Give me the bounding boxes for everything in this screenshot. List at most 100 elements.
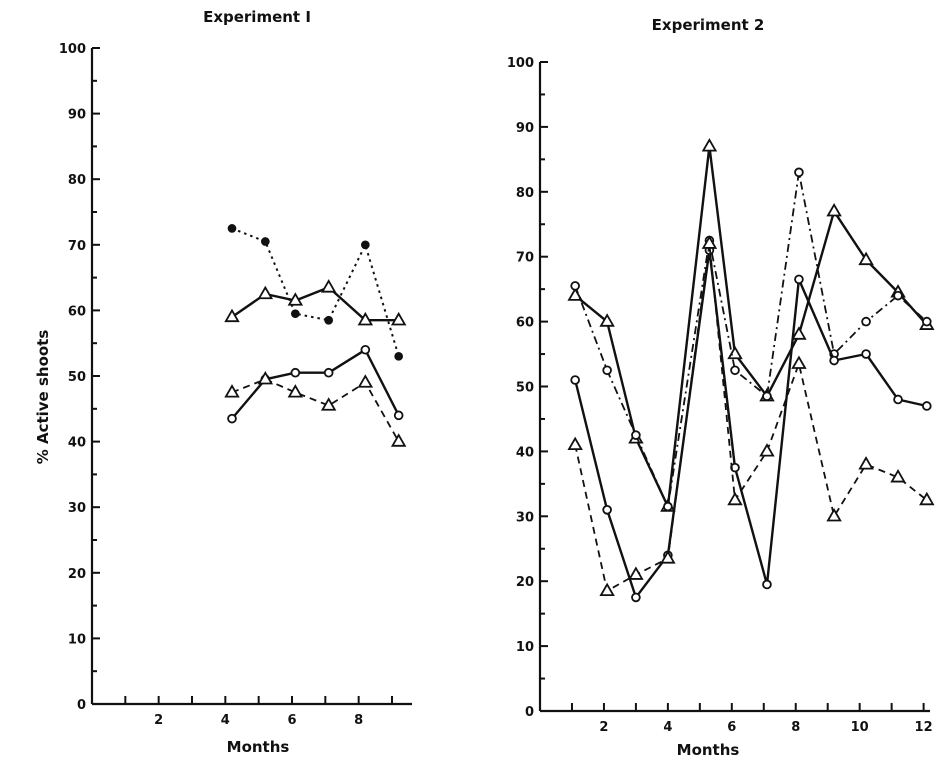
experiment-1-series-2-point xyxy=(390,311,407,326)
experiment-1-y-tick-label: 30 xyxy=(68,501,86,516)
experiment-2-y-tick-label: 60 xyxy=(516,316,534,331)
experiment-2-series-4-point xyxy=(759,443,775,457)
experiment-2-series-3-point xyxy=(922,401,932,411)
experiment-2-x-tick-label: 12 xyxy=(915,720,933,735)
experiment-2-series-4-point xyxy=(701,235,718,249)
experiment-2-y-tick-label: 70 xyxy=(516,251,534,266)
experiment-2-series-4-point xyxy=(660,550,676,564)
experiment-1-x-tick-label: 2 xyxy=(154,713,163,728)
experiment-2-y-tick-label: 30 xyxy=(516,510,534,525)
experiment-2-series-1-point xyxy=(567,287,583,301)
experiment-1-series-2-line xyxy=(231,286,399,322)
experiment-1-series-1-point xyxy=(260,237,270,246)
experiment-1-series-1 xyxy=(227,224,404,361)
experiment-2-series-4-point xyxy=(858,456,874,470)
experiment-2-series-4-line xyxy=(574,242,928,592)
experiment-2-series-4-point xyxy=(919,491,935,506)
experiment-1-series-2-point xyxy=(257,285,274,300)
experiment-1-y-tick-label: 80 xyxy=(68,173,86,188)
experiment-2-series-2 xyxy=(570,167,932,512)
experiment-2-plot-area: 0 10 20 30 40 50 60 70 80 90 100 2 4 6 8 10 12 xyxy=(507,56,935,735)
experiment-1-series-3-point xyxy=(227,413,237,424)
experiment-2-series-2-point xyxy=(631,430,641,440)
experiment-2-series-4-point xyxy=(567,436,583,451)
experiment-2-y-tick-label: 40 xyxy=(516,445,534,460)
experiment-1-series-2 xyxy=(224,279,407,326)
experiment-2-series-4-point xyxy=(890,469,906,483)
experiment-1-series-1-point xyxy=(227,224,237,233)
experiment-2-series-4-point xyxy=(791,355,807,369)
experiment-2-series-3-point xyxy=(794,274,804,285)
experiment-2-series-1 xyxy=(567,138,935,512)
experiment-2-y-tick-label: 100 xyxy=(507,56,534,71)
experiment-2-y-tick-label: 0 xyxy=(525,705,534,720)
experiment-2-y-tick-label: 80 xyxy=(516,186,534,201)
experiment-2-series-4 xyxy=(567,235,935,597)
experiment-2-series-2-point xyxy=(570,281,580,291)
experiment-2-series-3-point xyxy=(602,505,612,515)
experiment-1-series-3-line xyxy=(231,348,400,420)
experiment-1-series-4-point xyxy=(287,384,304,398)
experiment-1-x-tick-label: 4 xyxy=(221,713,230,728)
experiment-2-y-tick-label: 50 xyxy=(516,381,534,396)
experiment-2-series-2-point xyxy=(762,391,772,402)
experiment-2-series-3-point xyxy=(762,579,772,590)
experiment-2-x-tick-label: 6 xyxy=(727,720,736,735)
experiment-2-x-tick-label: 4 xyxy=(663,720,672,735)
experiment-2-x-tick-label: 10 xyxy=(851,720,869,735)
experiment-1-title: Experiment I xyxy=(203,8,311,26)
experiment-1-series-3-point xyxy=(323,367,334,378)
experiment-2-y-tick-label: 10 xyxy=(516,640,534,655)
experiment-2-series-1-point xyxy=(858,251,874,266)
experiment-1-series-2-point xyxy=(224,308,240,323)
experiment-2-series-2-point xyxy=(922,316,932,327)
experiment-1-series-4-point xyxy=(390,433,407,447)
experiment-2-series-1-point xyxy=(791,326,807,340)
experiment-1-x-axis-title: Months xyxy=(227,738,290,756)
experiment-1-series-3-point xyxy=(360,344,371,355)
experiment-1-series-1-point xyxy=(324,315,334,325)
experiment-1-series-1-point xyxy=(360,240,370,250)
experiment-2-panel: Experiment 2 Months 0 10 20 30 40 50 60 70 80 90 1… xyxy=(507,16,935,759)
experiment-2-series-3-point xyxy=(570,375,580,385)
experiment-2-x-tick-label: 2 xyxy=(599,720,608,735)
experiment-2-series-3-point xyxy=(861,349,871,359)
experiment-1-series-3 xyxy=(227,344,404,424)
experiment-1-x-tick-label: 8 xyxy=(354,713,363,728)
experiment-2-y-tick-label: 20 xyxy=(516,575,534,590)
experiment-1-series-4-point xyxy=(257,370,274,385)
experiment-2-x-tick-label: 8 xyxy=(791,720,800,735)
experiment-1-series-2-point xyxy=(357,311,374,326)
experiment-1-y-tick-label: 20 xyxy=(68,567,86,582)
experiment-1-y-tick-label: 50 xyxy=(68,370,86,385)
experiment-2-series-4-point xyxy=(826,507,842,522)
experiment-1-series-1-line xyxy=(231,227,400,357)
experiment-2-series-1-point xyxy=(727,345,743,360)
experiment-2-series-1-point xyxy=(701,138,718,152)
experiment-1-series-2-point xyxy=(287,292,304,306)
experiment-1-series-3-point xyxy=(290,367,301,378)
experiment-2-y-tick-label: 90 xyxy=(516,121,534,136)
experiment-2-series-2-point xyxy=(893,290,903,301)
experiment-2-series-2-line xyxy=(574,171,928,508)
experiment-2-series-3-line xyxy=(574,248,928,599)
experiment-1-plot-area: 0 10 20 30 40 50 60 70 80 90 100 2 4 6 8 xyxy=(59,42,412,728)
experiment-2-series-2-point xyxy=(794,167,804,178)
experiment-1-series-1-point xyxy=(290,309,300,319)
experiment-1-x-tick-label: 6 xyxy=(287,713,296,728)
experiment-2-series-1-point xyxy=(826,202,842,217)
experiment-1-series-3-point xyxy=(393,410,404,421)
experiment-1-series-4 xyxy=(224,370,407,447)
experiment-2-series-3 xyxy=(570,245,932,603)
experiment-2-series-1-line xyxy=(574,145,928,508)
experiment-2-series-3-point xyxy=(631,592,641,603)
experiment-1-series-1-point xyxy=(394,351,404,361)
experiment-1-series-2-point xyxy=(320,279,337,293)
experiment-2-series-1-point xyxy=(599,313,615,327)
experiment-2-series-2-point xyxy=(602,365,612,376)
experiment-1-series-4-point xyxy=(320,397,337,411)
experiment-1-y-tick-label: 90 xyxy=(68,108,86,123)
experiment-1-panel: Experiment I Months 0 10 20 30 40 50 60 70 80 90 1… xyxy=(59,8,412,756)
experiment-1-y-tick-label: 10 xyxy=(68,632,86,647)
